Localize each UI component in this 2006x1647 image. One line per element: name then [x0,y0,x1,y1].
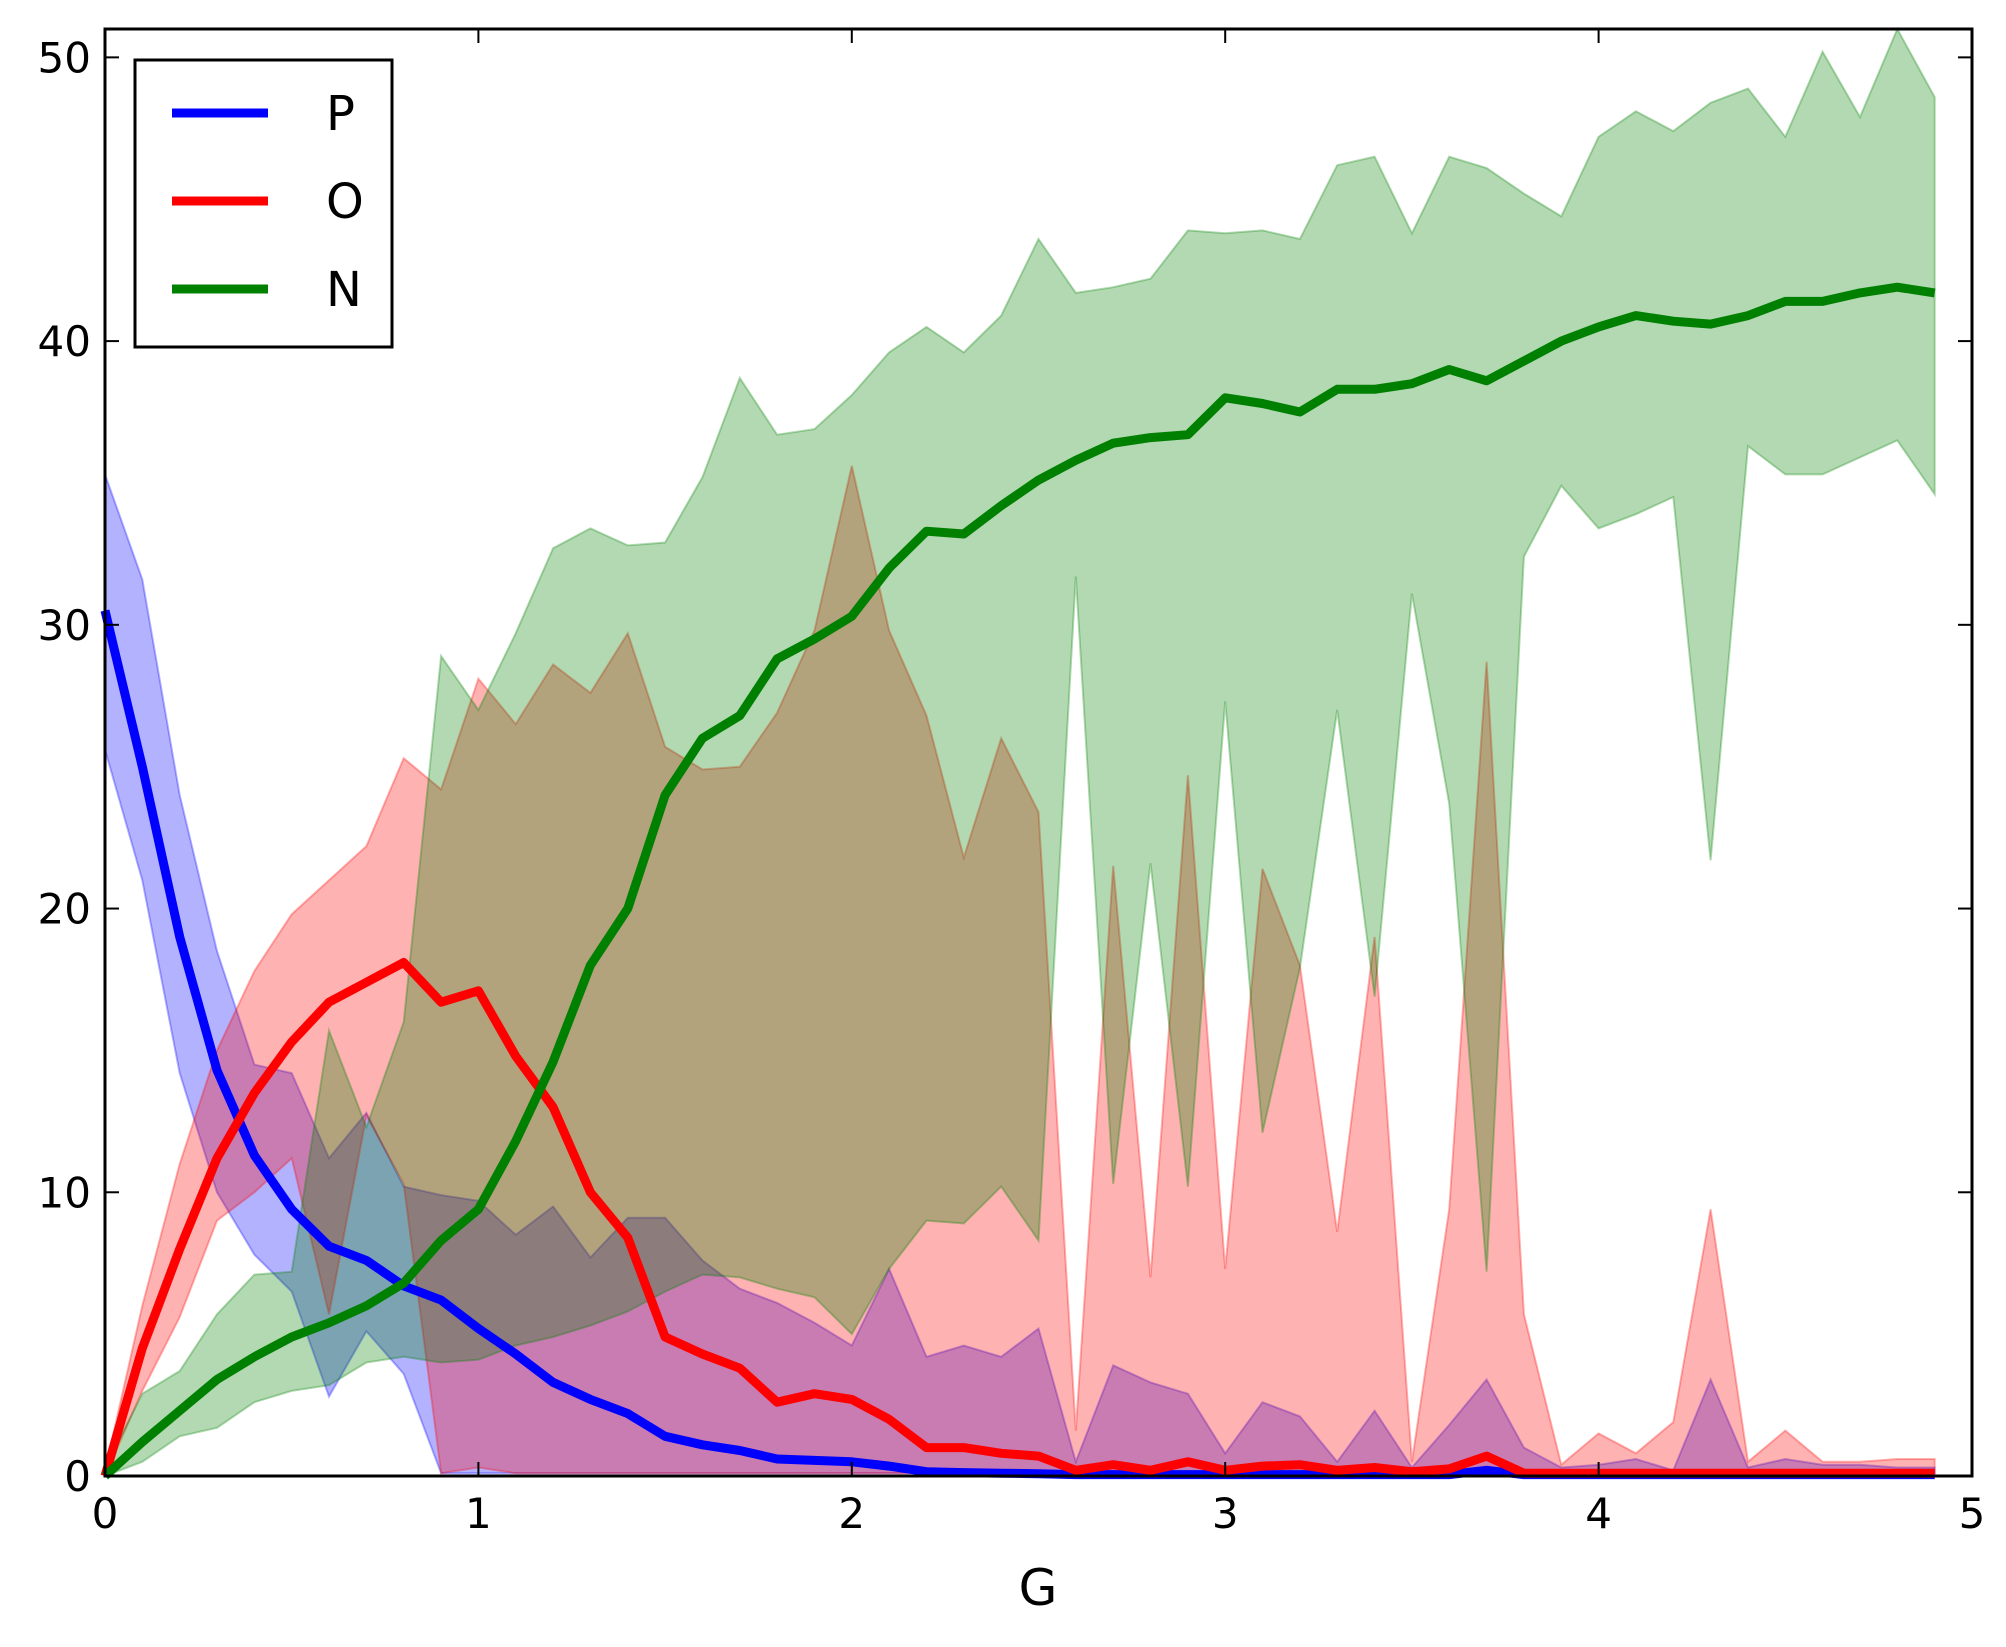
y-tick-label: 40 [38,317,91,366]
x-tick-label: 3 [1212,1489,1239,1538]
x-tick-label: 4 [1585,1489,1612,1538]
x-tick-label: 0 [92,1489,119,1538]
series-line-n [101,282,1936,1480]
legend: PON [133,58,394,349]
y-tick-label: 0 [64,1452,91,1501]
y-tick-label: 30 [38,601,91,650]
y-tick-label: 50 [38,33,91,82]
x-tick-label: 2 [838,1489,865,1538]
plot-area-frame [103,27,1974,1478]
series-line-o [100,958,1935,1478]
confidence-bands [104,26,1936,1478]
x-axis-label: G [1019,1559,1058,1617]
y-tick-label: 10 [38,1168,91,1217]
legend-label-o: O [326,174,364,230]
y-tick-label: 20 [38,885,91,934]
x-tick-label: 5 [1959,1489,1986,1538]
x-tick-label: 1 [465,1489,492,1538]
legend-label-n: N [326,262,362,318]
band-n [104,26,1936,1478]
legend-label-p: P [326,86,355,142]
